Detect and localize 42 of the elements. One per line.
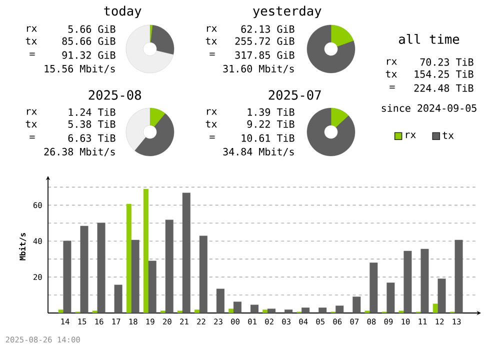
text: = <box>210 136 215 139</box>
text: 15.56 Mbit/s <box>44 64 115 74</box>
legend-label: rx <box>406 132 416 138</box>
text: 5.38 TiB <box>68 120 116 128</box>
text: tx <box>206 37 217 45</box>
text: 6.63 TiB <box>68 134 116 142</box>
chart-title: today <box>104 6 142 18</box>
text: 85.66 GiB <box>62 37 116 45</box>
text: rx <box>206 109 217 115</box>
text: = <box>30 52 35 56</box>
text: rx <box>386 59 397 65</box>
text: since 2024-09-05 <box>382 104 476 112</box>
text: 1.39 TiB <box>248 108 294 116</box>
text: 26.38 Mbit/s <box>44 148 115 156</box>
text: 154.25 TiB <box>414 70 474 78</box>
text: 31.60 Mbit/s <box>223 64 294 74</box>
text: 62.13 GiB <box>241 25 294 33</box>
text: 1.24 TiB <box>68 108 116 116</box>
text: rx <box>26 26 37 32</box>
chart-title: 2025-07 <box>268 90 321 100</box>
text: rx <box>206 26 217 32</box>
text: 224.48 TiB <box>414 84 474 92</box>
text: 34.84 Mbit/s <box>223 148 294 156</box>
chart-title: 2025-08 <box>88 90 141 100</box>
text: tx <box>206 120 217 128</box>
text: 91.32 GiB <box>62 51 116 59</box>
text: all time <box>399 34 460 44</box>
text: 9.22 TiB <box>247 120 294 128</box>
text: 10.61 TiB <box>242 134 294 142</box>
text: = <box>390 86 395 89</box>
text: tx <box>386 70 397 78</box>
text: = <box>210 52 215 56</box>
text: 255.72 GiB <box>235 37 294 45</box>
text: tx <box>26 120 37 128</box>
text: 317.85 GiB <box>235 51 294 59</box>
text: rx <box>26 109 37 115</box>
chart-title: yesterday <box>253 6 322 18</box>
text: tx <box>26 37 37 45</box>
text: 70.23 TiB <box>420 58 474 66</box>
text: 5.66 GiB <box>68 25 116 33</box>
legend-label: tx <box>442 132 454 139</box>
text: = <box>30 136 35 139</box>
